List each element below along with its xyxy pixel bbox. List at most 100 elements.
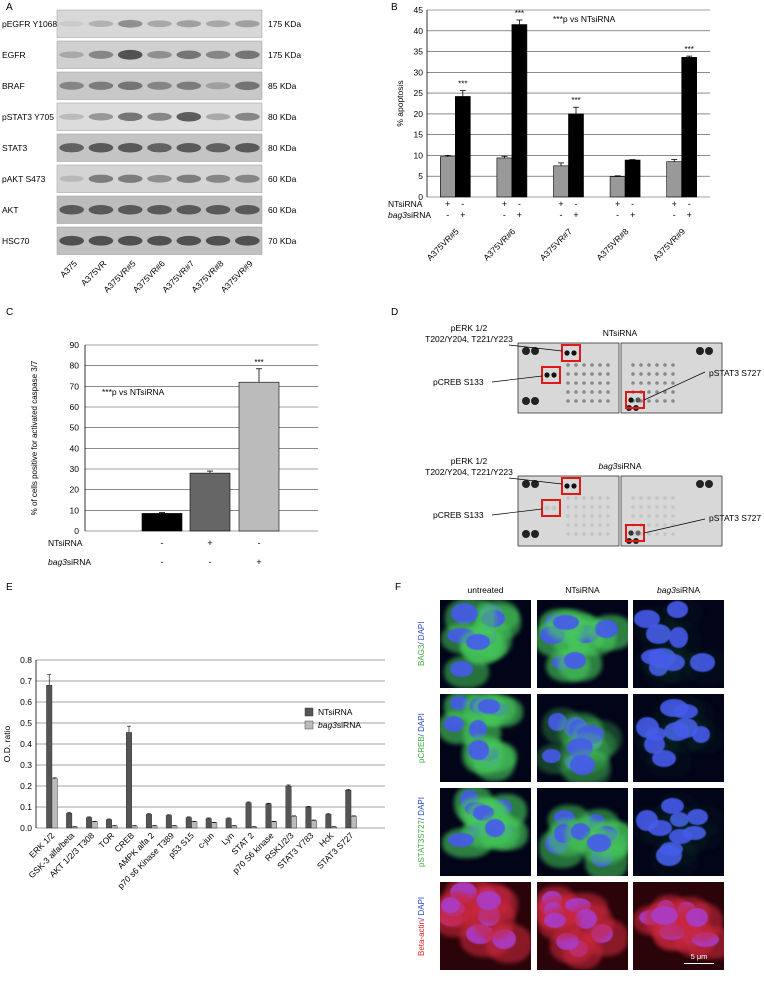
treatment-sign: - — [518, 199, 521, 209]
y-tick-label: 45 — [414, 5, 424, 15]
blot-band — [147, 50, 172, 59]
array-spot — [606, 505, 610, 509]
y-axis-label: O.D. ratio — [2, 726, 12, 763]
array-spot — [671, 532, 675, 536]
treatment-label-rest: siRNA — [407, 210, 431, 220]
array-spot — [531, 480, 539, 488]
array-spot — [582, 372, 586, 376]
array-spot — [696, 347, 704, 355]
fluorescence-image — [633, 600, 724, 688]
nucleus-dapi — [691, 725, 711, 743]
blot-kda: 85 KDa — [268, 81, 297, 91]
array-spot — [606, 399, 610, 403]
blot-band — [235, 112, 260, 121]
panel-d-letter: D — [391, 307, 399, 318]
y-tick-label: 0.7 — [20, 676, 32, 686]
highlight-box — [541, 366, 561, 384]
array-spot — [544, 505, 550, 511]
array-spot — [655, 523, 659, 527]
blot-band — [176, 20, 202, 28]
treatment-sign: + — [256, 557, 261, 567]
array-title: bag3siRNA — [598, 461, 641, 471]
bar — [191, 821, 198, 829]
legend-label: NTsiRNA — [318, 707, 353, 717]
category-label: c-jun — [196, 830, 216, 850]
bar — [66, 813, 73, 829]
bar — [165, 815, 172, 829]
bar — [46, 684, 53, 829]
fluorescence-image — [537, 694, 628, 782]
y-tick-label: 0.3 — [20, 760, 32, 770]
pcreb-label: pCREB S133 — [433, 377, 484, 387]
blot-band — [205, 20, 231, 28]
bar — [496, 157, 513, 198]
array-spot — [671, 381, 675, 385]
row-label: Beta-actin/ DAPI — [417, 882, 431, 970]
bar — [624, 159, 641, 198]
nucleus-dapi — [467, 739, 490, 761]
nucleus-dapi — [465, 634, 491, 651]
array-spot — [647, 496, 651, 500]
blot-band — [117, 81, 143, 91]
treatment-sign: - — [503, 210, 506, 220]
blot-band — [205, 50, 231, 59]
blot-band — [88, 50, 114, 59]
array-spot — [631, 372, 635, 376]
scale-bar-label: 5 μm — [690, 952, 708, 961]
array-spot — [655, 372, 659, 376]
blot-band — [235, 143, 260, 153]
row-label-marker: pSTAT3S727 — [417, 820, 426, 867]
panel-a: A pEGFR Y1068 175 KDa EGFR 175 KDa BRAF 85 KD… — [0, 0, 340, 300]
blot-band — [176, 205, 202, 215]
blot-band — [205, 82, 231, 90]
y-tick-label: 5 — [418, 171, 423, 181]
array-spot — [590, 505, 594, 509]
legend-swatch — [304, 707, 314, 717]
blot-band — [205, 143, 231, 153]
array-spot — [590, 381, 594, 385]
bar — [141, 513, 183, 532]
nucleus-dapi — [670, 811, 690, 827]
nucleus-dapi — [443, 716, 465, 733]
panel-e-letter: E — [6, 582, 13, 593]
y-tick-label: 0.1 — [20, 802, 32, 812]
legend-label: bag3siRNA — [318, 720, 361, 730]
array-spot — [598, 381, 602, 385]
nucleus-dapi — [663, 721, 691, 741]
blot-band — [235, 205, 260, 215]
leader-line — [491, 375, 543, 383]
array-spot — [598, 399, 602, 403]
y-tick-label: 50 — [70, 423, 80, 433]
array-spot — [574, 399, 578, 403]
blot-kda: 175 KDa — [268, 50, 301, 60]
array-spot — [598, 514, 602, 518]
array-spot — [531, 530, 539, 538]
treatment-label-rest: siRNA — [67, 557, 91, 567]
perk-sublabel: T202/Y204, T221/Y223 — [425, 334, 513, 344]
bar — [91, 821, 98, 829]
array-spot — [655, 532, 659, 536]
column-header: bag3siRNA — [633, 585, 724, 595]
array-spot — [566, 532, 570, 536]
y-tick-label: 0.5 — [20, 718, 32, 728]
array-spot — [590, 372, 594, 376]
row-label: pCREB/ DAPI — [417, 694, 431, 782]
bar — [345, 789, 352, 829]
leader-line — [508, 344, 563, 352]
y-tick-label: 35 — [414, 47, 424, 57]
blot-band — [147, 112, 172, 121]
y-tick-label: 15 — [414, 130, 424, 140]
bar — [265, 803, 272, 829]
bar — [251, 826, 258, 829]
array-spot — [590, 390, 594, 394]
nucleus-dapi — [595, 620, 618, 638]
western-blot-figure: pEGFR Y1068 175 KDa EGFR 175 KDa BRAF 85 KDa p… — [2, 9, 301, 294]
nucleus-dapi — [469, 719, 488, 739]
treatment-label-nt: NTsiRNA — [388, 199, 423, 209]
nucleus-dapi — [543, 912, 566, 929]
treatment-sign: - — [631, 199, 634, 209]
blot-band — [59, 175, 84, 182]
treatment-sign: - — [575, 199, 578, 209]
nucleus-dapi — [651, 750, 676, 768]
panel-f: F untreated NTsiRNA bag3siRNA BAG3/ DAPI pCR… — [395, 582, 764, 999]
